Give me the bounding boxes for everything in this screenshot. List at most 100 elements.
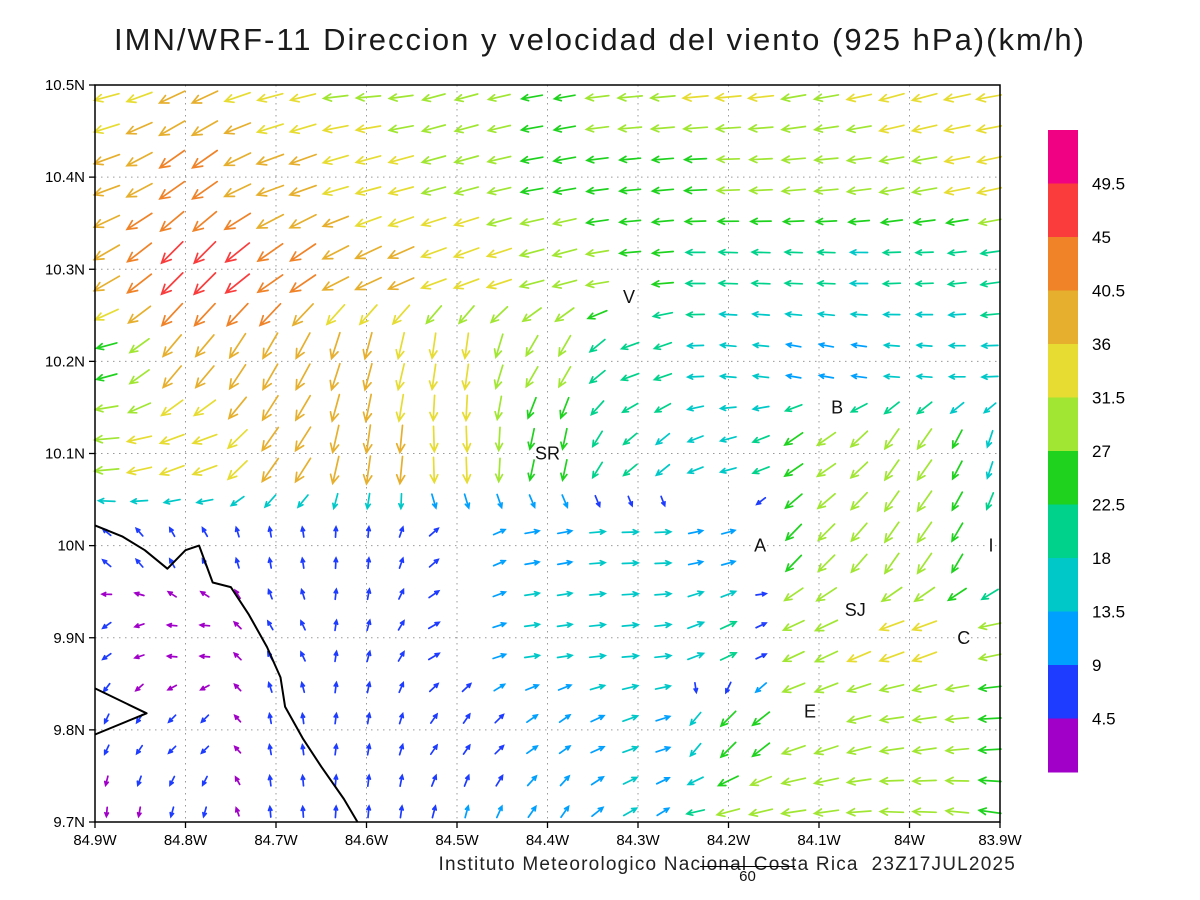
- wind-arrow: [719, 741, 737, 759]
- wind-arrow: [914, 280, 934, 287]
- wind-arrow: [683, 217, 707, 226]
- wind-arrow: [556, 590, 574, 597]
- colorbar-segment: [1048, 665, 1078, 719]
- colorbar-segment: [1048, 504, 1078, 559]
- wind-arrow: [453, 155, 480, 165]
- wind-arrow: [621, 528, 641, 536]
- wind-arrow: [192, 399, 217, 417]
- colorbar-segment: [1048, 611, 1078, 666]
- wind-arrow: [526, 774, 538, 787]
- wind-arrow: [266, 619, 274, 631]
- wind-arrow: [494, 426, 504, 453]
- wind-arrow: [398, 587, 405, 600]
- wind-arrow: [93, 308, 119, 321]
- wind-arrow: [749, 217, 772, 226]
- wind-arrow: [719, 710, 737, 728]
- wind-arrow: [813, 650, 839, 663]
- wind-arrow: [751, 466, 770, 475]
- wind-arrow: [300, 711, 306, 725]
- wind-arrow: [617, 155, 642, 164]
- wind-arrow: [556, 559, 574, 566]
- wind-arrow: [878, 807, 905, 816]
- colorbar-segment: [1048, 290, 1078, 345]
- wind-arrow: [650, 155, 675, 164]
- wind-arrow: [985, 461, 994, 480]
- wind-arrow: [333, 525, 339, 539]
- wind-arrow: [754, 682, 768, 694]
- wind-arrow: [716, 217, 740, 226]
- wind-arrow: [191, 210, 218, 233]
- wind-arrow: [524, 590, 542, 597]
- wind-arrow: [333, 587, 339, 601]
- wind-arrow: [780, 777, 807, 787]
- wind-arrow: [453, 124, 479, 134]
- wind-arrow: [817, 523, 836, 542]
- wind-arrow: [815, 462, 837, 478]
- wind-arrow: [554, 307, 575, 323]
- wind-arrow: [985, 492, 995, 511]
- wind-arrow: [979, 249, 1000, 257]
- wind-arrow: [494, 713, 505, 724]
- wind-arrow: [915, 373, 933, 380]
- wind-arrow: [717, 279, 739, 287]
- wind-arrow: [654, 683, 673, 690]
- wind-arrow: [493, 364, 504, 390]
- wind-arrow: [519, 155, 544, 164]
- wind-arrow: [462, 425, 472, 454]
- wind-arrow: [622, 463, 638, 477]
- wind-arrow: [103, 775, 110, 788]
- wind-arrow: [461, 682, 473, 693]
- colorbar-tick-label: 4.5: [1092, 710, 1116, 729]
- wind-arrow: [427, 652, 441, 661]
- wind-arrow: [128, 369, 150, 385]
- wind-arrow: [300, 804, 306, 818]
- wind-arrow: [977, 776, 1002, 785]
- y-axis-tick-label: 9.7N: [53, 814, 85, 831]
- wind-arrow: [980, 342, 999, 349]
- wind-arrow: [943, 155, 971, 165]
- wind-arrow: [975, 186, 1002, 196]
- wind-arrow: [366, 804, 372, 819]
- wind-arrow: [93, 434, 120, 444]
- wind-arrow: [650, 248, 675, 257]
- colorbar: 49.5 45 40.5 36 31.5 27 22.5 18 13.5 9 4.5: [1048, 130, 1125, 773]
- y-axis-tick-label: 10.3N: [45, 261, 85, 278]
- wind-arrow: [910, 620, 938, 632]
- wind-arrow: [190, 90, 219, 104]
- wind-arrow: [333, 773, 339, 788]
- wind-arrow: [780, 124, 807, 133]
- wind-arrow: [267, 742, 273, 756]
- wind-arrow: [158, 149, 186, 169]
- wind-arrow: [223, 183, 252, 198]
- station-label: I: [988, 536, 993, 556]
- wind-arrow: [135, 744, 144, 756]
- wind-arrow: [910, 124, 938, 134]
- colorbar-tick-label: 18: [1092, 549, 1111, 568]
- wind-arrow: [621, 402, 639, 414]
- colorbar-tick-label: 31.5: [1092, 389, 1125, 408]
- wind-arrow: [882, 342, 901, 349]
- wind-arrow: [261, 457, 280, 484]
- wind-arrow: [523, 621, 542, 628]
- x-axis-tick-label: 84.8W: [164, 832, 208, 849]
- wind-arrow: [428, 589, 441, 599]
- wind-arrow: [654, 559, 673, 567]
- wind-arrow: [100, 591, 113, 597]
- wind-arrow: [452, 216, 480, 228]
- wind-arrow: [977, 745, 1002, 755]
- wind-arrow: [228, 332, 247, 360]
- wind-arrow: [714, 124, 742, 133]
- wind-arrow: [850, 373, 868, 380]
- wind-arrow: [127, 305, 152, 324]
- wind-arrow: [686, 435, 704, 444]
- wind-arrow: [977, 714, 1002, 723]
- wind-arrow: [288, 184, 317, 197]
- wind-arrow: [200, 745, 210, 755]
- wind-arrow: [94, 373, 118, 382]
- wind-arrow: [751, 742, 771, 758]
- wind-arrow: [158, 180, 186, 200]
- wind-arrow: [167, 714, 177, 724]
- wind-arrow: [621, 590, 641, 598]
- wind-arrow: [93, 184, 121, 197]
- wind-arrow: [461, 363, 471, 392]
